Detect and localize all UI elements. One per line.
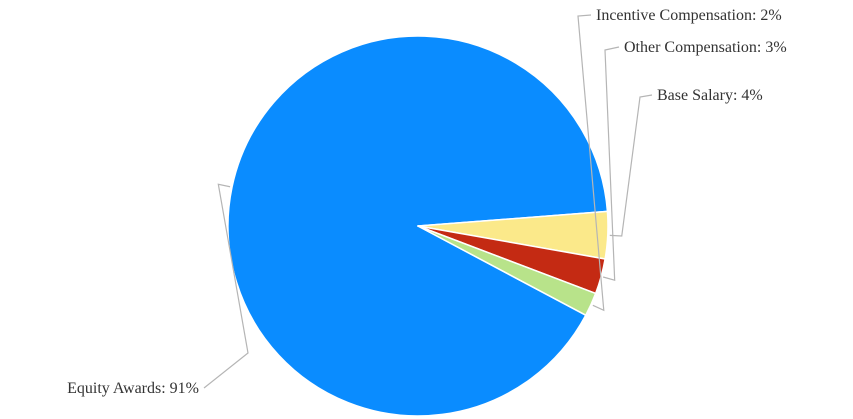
leader-line-other-compensation <box>602 46 620 281</box>
label-equity-awards: Equity Awards: 91% <box>67 380 199 397</box>
label-base-salary: Base Salary: 4% <box>657 87 763 104</box>
leader-lines <box>203 14 653 389</box>
slice-incentive-compensation <box>417 225 597 316</box>
label-other-compensation: Other Compensation: 3% <box>624 39 787 56</box>
data-labels: Equity Awards: 91% Base Salary: 4% Other C… <box>67 7 787 397</box>
leader-line-base-salary <box>609 94 653 237</box>
pie-slices <box>227 35 609 417</box>
leader-line-incentive-compensation <box>577 14 605 312</box>
label-incentive-compensation: Incentive Compensation: 2% <box>596 7 782 24</box>
leader-line-equity-awards <box>203 183 249 389</box>
